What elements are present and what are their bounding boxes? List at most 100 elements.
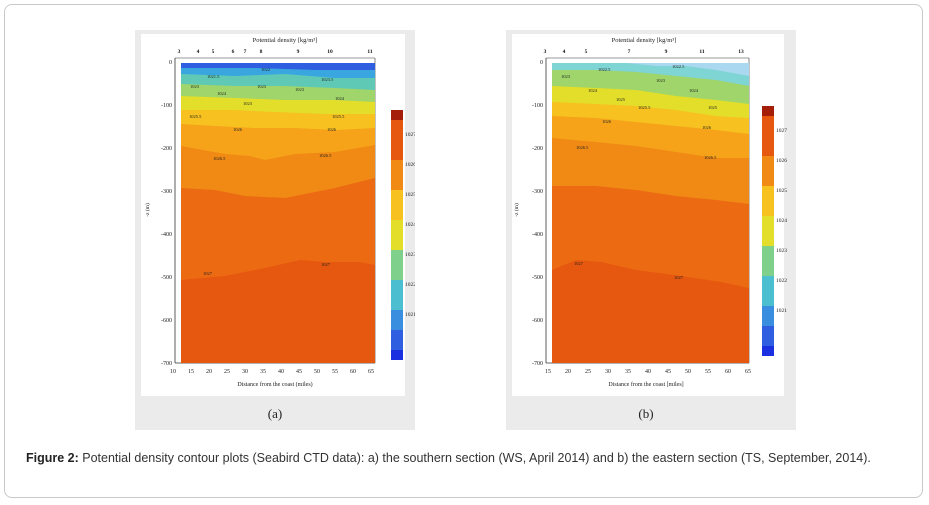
y-tick: -700 — [532, 361, 543, 367]
station-label: 11 — [367, 49, 372, 55]
station-label: 10 — [327, 49, 333, 55]
x-tick: 30 — [605, 369, 611, 375]
colorbar-tick: 1027 — [776, 128, 787, 134]
colorbar-tick: 1023 — [405, 252, 415, 258]
x-tick: 65 — [745, 369, 751, 375]
x-tick: 20 — [565, 369, 571, 375]
x-tick: 10 — [170, 369, 176, 375]
colorbar-tick: 1021 — [405, 312, 415, 318]
x-tick: 35 — [625, 369, 631, 375]
station-label: 11 — [699, 49, 704, 55]
caption-text: Potential density contour plots (Seabird… — [78, 451, 871, 465]
y-tick: -300 — [161, 189, 172, 195]
contour-label: 1027 — [203, 271, 213, 276]
station-label: 7 — [628, 49, 631, 55]
y-tick: -400 — [161, 232, 172, 238]
station-label: 9 — [665, 49, 668, 55]
x-tick: 55 — [705, 369, 711, 375]
station-label: 8 — [260, 49, 263, 55]
x-tick: 50 — [685, 369, 691, 375]
colorbar-tick: 1024 — [776, 218, 787, 224]
x-tick: 35 — [260, 369, 266, 375]
contour-label: 1026 — [327, 127, 337, 132]
colorbar-tick: 1027 — [405, 132, 415, 138]
colorbar-tick: 1025 — [405, 192, 415, 198]
caption-label: Figure 2: — [26, 451, 79, 465]
contour-label: 1026.5 — [704, 155, 717, 160]
panel-b: Potential density [kg/m³] 1023 1022.5 10… — [506, 30, 796, 430]
figure-caption: Figure 2: Potential density contour plot… — [26, 450, 906, 467]
contour-label: 1025 — [616, 97, 626, 102]
colorbar-tick: 1025 — [776, 188, 787, 194]
y-tick: -700 — [161, 361, 172, 367]
contour-label: 1025.5 — [189, 114, 202, 119]
contour-field-a — [181, 63, 375, 363]
contour-label: 1021.5 — [207, 74, 220, 79]
x-tick: 30 — [242, 369, 248, 375]
panel-label: (b) — [638, 406, 653, 421]
x-tick: 60 — [725, 369, 731, 375]
y-axis-label: -z (m) — [513, 203, 520, 217]
contour-label: 1025.5 — [332, 114, 345, 119]
colorbar-tick: 1023 — [776, 248, 787, 254]
station-label: 4 — [563, 49, 566, 55]
y-tick: -300 — [532, 189, 543, 195]
contour-label: 1023 — [656, 78, 666, 83]
x-axis-label: Distance from the coast (miles) — [237, 381, 312, 388]
contour-label: 1027 — [321, 262, 331, 267]
contour-label: 1026.5 — [576, 145, 589, 150]
station-label: 4 — [197, 49, 200, 55]
x-tick: 15 — [188, 369, 194, 375]
y-tick: 0 — [169, 60, 172, 66]
contour-label: 1023.5 — [321, 77, 334, 82]
y-tick: -100 — [161, 103, 172, 109]
contour-label: 1023 — [243, 101, 253, 106]
contour-label: 1023 — [190, 84, 200, 89]
colorbar-tick: 1021 — [776, 308, 787, 314]
colorbar-a — [391, 110, 403, 360]
colorbar-tick: 1026 — [405, 162, 415, 168]
x-tick: 55 — [332, 369, 338, 375]
colorbar-tick: 1022 — [405, 282, 415, 288]
contour-label: 1024 — [588, 88, 598, 93]
colorbar-tick: 1024 — [405, 222, 415, 228]
contour-plot-a: Potential density [kg/m³] 1021.5 1022 10… — [135, 30, 416, 430]
colorbar-tick: 1026 — [776, 158, 787, 164]
colorbar-b — [762, 106, 774, 356]
contour-label: 1023 — [295, 87, 305, 92]
x-axis-label: Distance from the coast [miles] — [608, 381, 683, 388]
contour-label: 1026.5 — [213, 156, 226, 161]
contour-label: 1027 — [674, 275, 684, 280]
contour-label: 1024 — [335, 96, 345, 101]
contour-label: 1023 — [257, 84, 267, 89]
x-tick: 40 — [278, 369, 284, 375]
station-label: 13 — [738, 49, 744, 55]
station-label: 6 — [232, 49, 235, 55]
contour-label: 1026.5 — [319, 153, 332, 158]
contour-label: 1022.5 — [598, 67, 611, 72]
contour-plot-b: Potential density [kg/m³] 1023 1022.5 10… — [506, 30, 796, 430]
y-tick: -200 — [161, 146, 172, 152]
x-tick: 20 — [206, 369, 212, 375]
contour-label: 1025.5 — [638, 105, 651, 110]
panel-label: (a) — [268, 406, 282, 421]
y-axis-label: -z (m) — [144, 203, 151, 217]
station-label: 5 — [585, 49, 588, 55]
y-tick: -200 — [532, 146, 543, 152]
contour-label: 1024 — [217, 91, 227, 96]
contour-label: 1026 — [702, 125, 712, 130]
y-tick: -100 — [532, 103, 543, 109]
y-tick: 0 — [540, 60, 543, 66]
x-tick: 25 — [585, 369, 591, 375]
y-tick: -600 — [161, 318, 172, 324]
colorbar-tick: 1022 — [776, 278, 787, 284]
x-tick: 40 — [645, 369, 651, 375]
y-tick: -400 — [532, 232, 543, 238]
contour-label: 1026 — [233, 127, 243, 132]
contour-label: 1022 — [261, 67, 270, 72]
x-tick: 65 — [368, 369, 374, 375]
contour-label: 1022.5 — [672, 64, 685, 69]
plot-title: Potential density [kg/m³] — [253, 37, 318, 44]
station-label: 3 — [178, 49, 181, 55]
station-label: 7 — [244, 49, 247, 55]
